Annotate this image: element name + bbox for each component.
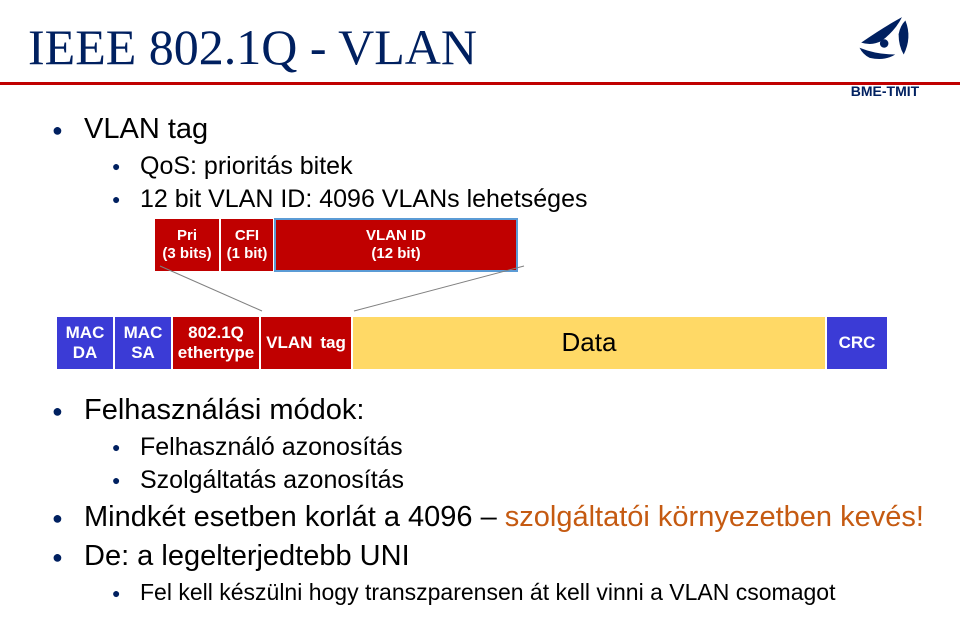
bullet-service-id: Szolgáltatás azonosítás	[112, 466, 930, 495]
frame-field-3: VLANtag	[260, 316, 352, 370]
tag-field-0: Pri(3 bits)	[154, 218, 220, 272]
frame-field-5: CRC	[826, 316, 888, 370]
bullet-uni: De: a legelterjedtebb UNI	[52, 540, 930, 573]
frame-field-0: MACDA	[56, 316, 114, 370]
logo-block: BME-TMIT	[840, 12, 930, 80]
frame-field-4: Data	[352, 316, 826, 370]
bullet-qos: QoS: prioritás bitek	[112, 152, 930, 181]
bullet-vlan-id: 12 bit VLAN ID: 4096 VLANs lehetséges	[112, 185, 930, 214]
tag-field-1: CFI(1 bit)	[220, 218, 274, 272]
bme-logo-icon	[840, 12, 930, 80]
page-title: IEEE 802.1Q - VLAN	[0, 0, 960, 76]
bullet-usage: Felhasználási módok:	[52, 394, 930, 427]
bullet-vlan-tag: VLAN tag	[52, 113, 930, 146]
bullet-transparent: Fel kell készülni hogy transzparensen át…	[112, 579, 930, 606]
frame-field-2: 802.1Qethertype	[172, 316, 260, 370]
bullet-user-id: Felhasználó azonosítás	[112, 433, 930, 462]
content-area: VLAN tag QoS: prioritás bitek 12 bit VLA…	[0, 85, 960, 606]
ethernet-frame-row: MACDAMACSA802.1QethertypeVLANtagDataCRC	[56, 316, 930, 370]
vlan-tag-fields-row: Pri(3 bits)CFI(1 bit)VLAN ID(12 bit)	[154, 218, 930, 272]
tag-field-2: VLAN ID(12 bit)	[274, 218, 518, 272]
bullet-limit: Mindkét esetben korlát a 4096 – szolgált…	[52, 501, 930, 534]
frame-field-1: MACSA	[114, 316, 172, 370]
bullet-limit-em: szolgáltatói környezetben kevés!	[505, 501, 924, 533]
bullet-limit-pre: Mindkét esetben korlát a 4096 –	[84, 501, 505, 533]
